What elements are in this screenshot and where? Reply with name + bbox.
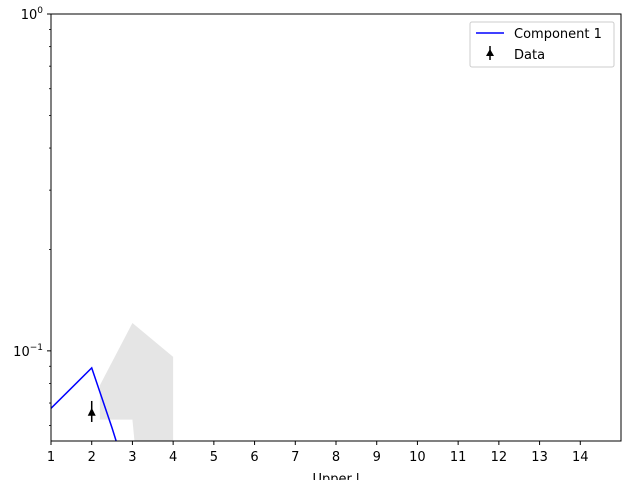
x-tick-label: 3 bbox=[128, 450, 136, 465]
x-tick-label: 4 bbox=[169, 450, 177, 465]
x-tick-label: 13 bbox=[531, 450, 548, 465]
x-tick-label: 5 bbox=[210, 450, 218, 465]
y-tick-label: 10−1 bbox=[13, 343, 43, 360]
x-tick-label: 12 bbox=[491, 450, 508, 465]
x-tick-label: 9 bbox=[373, 450, 381, 465]
x-tick-label: 11 bbox=[450, 450, 467, 465]
x-tick-label: 2 bbox=[88, 450, 96, 465]
x-axis-label: Upper l bbox=[312, 472, 359, 480]
legend-label-component-1: Component 1 bbox=[514, 27, 602, 42]
series-line-component-1 bbox=[51, 366, 117, 441]
x-tick-label: 8 bbox=[332, 450, 340, 465]
x-tick-label: 7 bbox=[291, 450, 299, 465]
y-axis: 10−1 100 bbox=[13, 6, 51, 426]
x-tick-label: 10 bbox=[409, 450, 426, 465]
x-axis: 1 2 3 4 5 6 7 8 9 10 11 12 13 14 bbox=[47, 441, 589, 465]
legend-box bbox=[469, 21, 615, 68]
legend-marker-data bbox=[486, 46, 494, 60]
legend: Component 1 Data bbox=[469, 21, 615, 68]
data-point bbox=[87, 407, 96, 416]
plot-area bbox=[51, 322, 174, 441]
uncertainty-band bbox=[99, 322, 174, 441]
x-tick-label: 1 bbox=[47, 450, 55, 465]
y-tick-label: 100 bbox=[21, 6, 44, 23]
x-tick-label: 14 bbox=[572, 450, 589, 465]
legend-label-data: Data bbox=[514, 48, 545, 63]
x-tick-label: 6 bbox=[250, 450, 258, 465]
